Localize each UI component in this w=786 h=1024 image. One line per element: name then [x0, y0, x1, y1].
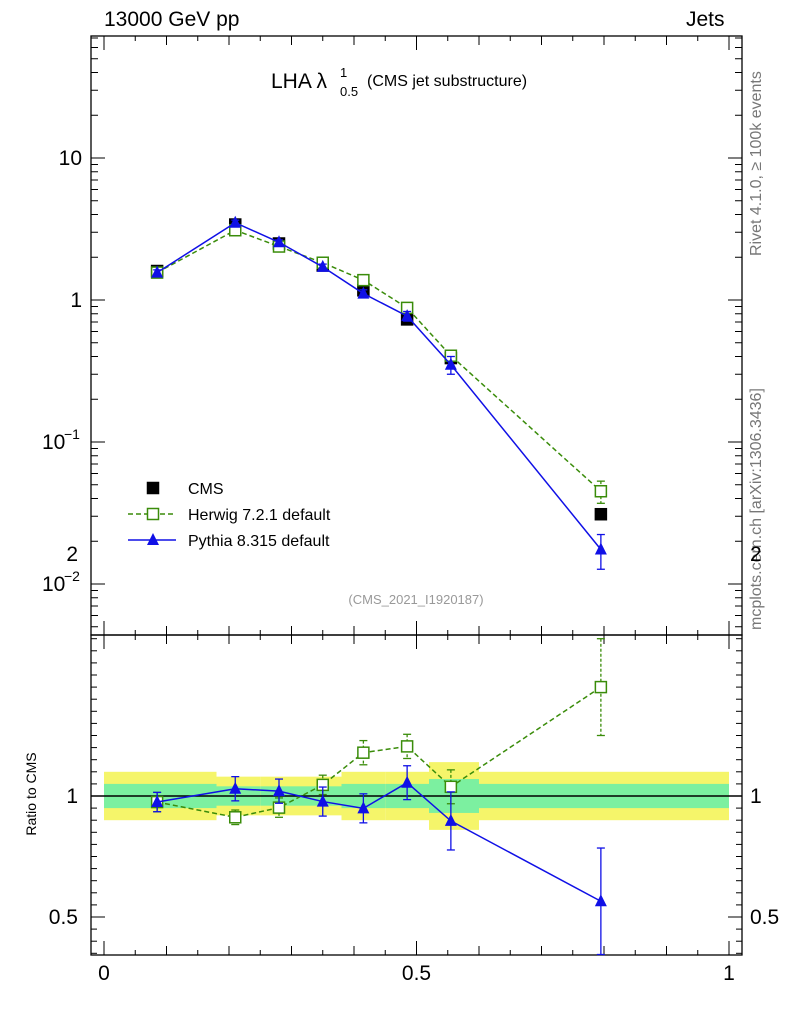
pythia-ratio-point	[444, 813, 457, 826]
y-tick-label: 1	[70, 289, 82, 312]
legend-herwig-marker	[146, 507, 160, 521]
herwig-point	[594, 484, 608, 498]
ratio-panel-series	[150, 638, 608, 956]
herwig-ratio-point	[229, 811, 242, 824]
herwig-ratio-point	[594, 680, 608, 694]
y-tick-exponent: −2	[64, 568, 80, 584]
pythia-point	[594, 542, 607, 555]
legend-cms-marker	[146, 481, 160, 495]
ratio-y-tick-label: 2	[66, 543, 78, 566]
pythia-ratio-point	[229, 781, 242, 794]
pythia-point	[357, 286, 370, 299]
x-tick-label: 1	[723, 962, 735, 985]
pythia-ratio-point	[316, 794, 329, 807]
pythia-point	[273, 235, 285, 248]
y-tick-label: 10	[42, 573, 65, 596]
ratio-y-tick-label: 1	[66, 785, 78, 808]
pythia-ratio-point	[273, 784, 285, 797]
axis-ticks	[91, 36, 742, 955]
analysis-tag: (CMS_2021_I1920187)	[348, 592, 483, 607]
legend-label: Pythia 8.315 default	[188, 533, 330, 550]
herwig-ratio-point	[400, 740, 414, 753]
pythia-ratio-point	[357, 801, 370, 814]
legend-label: Herwig 7.2.1 default	[188, 507, 331, 524]
pythia-ratio-point	[594, 894, 607, 907]
legend-label: CMS	[188, 481, 224, 498]
pythia-point	[151, 265, 164, 278]
pythia-point	[401, 309, 414, 322]
header-right-label: Jets	[686, 8, 725, 31]
ratio-y-tick-label-right: 0.5	[750, 906, 779, 929]
pythia-ratio-point	[151, 795, 164, 808]
y-tick-label: 10	[59, 147, 82, 170]
pythia-point	[229, 215, 242, 228]
chart-title: LHA λ	[271, 70, 328, 93]
main-panel-series	[150, 215, 608, 570]
ratio-y-tick-label-right: 1	[750, 785, 762, 808]
x-tick-label: 0.5	[402, 962, 431, 985]
legend-pythia-marker	[147, 533, 159, 545]
herwig-line	[156, 229, 602, 492]
chart-title-sup: 1	[340, 65, 347, 80]
ratio-y-tick-label-right: 2	[750, 543, 762, 566]
pythia-point	[316, 259, 329, 272]
chart-title-suffix: (CMS jet substructure)	[367, 73, 527, 90]
header-left-label: 13000 GeV pp	[104, 8, 240, 31]
pythia-ratio-line	[156, 781, 602, 902]
legend: CMS Herwig 7.2.1 default Pythia 8.315 defa…	[128, 481, 331, 550]
ratio-y-tick-label: 0.5	[49, 906, 78, 929]
chart-title-sub: 0.5	[340, 84, 358, 99]
ratio-ylabel: Ratio to CMS	[23, 752, 39, 835]
pythia-line	[156, 221, 602, 550]
herwig-point	[357, 273, 370, 287]
y-tick-exponent: −1	[64, 426, 80, 442]
herwig-ratio-point	[444, 780, 458, 794]
pythia-point	[444, 357, 457, 370]
cms-point	[594, 507, 608, 521]
pythia-ratio-point	[401, 775, 414, 788]
y-tick-label: 10	[42, 431, 65, 454]
herwig-ratio-point	[357, 746, 370, 759]
x-tick-label: 0	[98, 962, 110, 985]
